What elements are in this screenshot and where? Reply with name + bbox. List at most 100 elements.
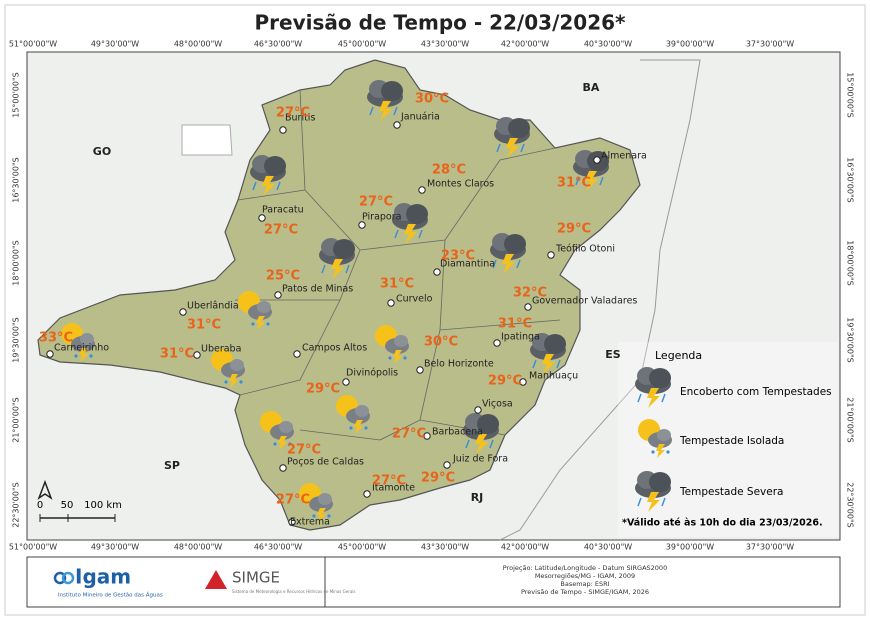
city-marker [433, 268, 441, 276]
temperature-label: 33°C [39, 331, 73, 346]
city-label: Divinópolis [346, 368, 398, 379]
latitude-label: 21°00'00"S [846, 397, 855, 443]
longitude-label: 37°30'00"W [746, 543, 794, 552]
temperature-label: 25°C [266, 269, 300, 284]
temperature-label: 31°C [557, 176, 591, 191]
legend-item: Tempestade Severa [679, 486, 783, 498]
temperature-label: 27°C [276, 106, 310, 121]
latitude-label: 16°30'00"S [12, 157, 21, 203]
temperature-label: 27°C [392, 427, 426, 442]
igam-logo-icon [53, 571, 75, 585]
map-layer: 51°00'00"W 49°30'00"W 48°00'00"W 46°30'00"W… [9, 40, 855, 552]
longitude-label: 37°30'00"W [746, 40, 794, 49]
temperature-label: 29°C [488, 374, 522, 389]
city-marker [279, 464, 287, 472]
longitude-label: 40°30'00"W [584, 40, 632, 49]
city-label: Pirapora [362, 212, 401, 223]
longitude-label: 48°00'00"W [174, 40, 222, 49]
latitude-label: 18°00'00"S [846, 240, 855, 286]
temperature-label: 27°C [276, 493, 310, 508]
city-label: Poços de Caldas [287, 457, 364, 468]
city-label: Itamonte [372, 483, 415, 494]
city-label: Extrema [290, 517, 330, 528]
scale-label: 50 [61, 500, 74, 511]
city-marker [393, 121, 401, 129]
city-label: Curvelo [396, 294, 433, 305]
legend-title: Legenda [655, 349, 702, 362]
city-marker [524, 303, 532, 311]
scale-label: 0 [37, 500, 43, 511]
longitude-label: 51°00'00"W [9, 543, 57, 552]
longitude-label: 49°30'00"W [91, 543, 139, 552]
state-label: BA [583, 81, 600, 94]
city-marker [387, 299, 395, 307]
longitude-label: 46°30'00"W [254, 40, 302, 49]
city-label: Carneirinho [54, 343, 109, 354]
scale-label: 100 km [84, 500, 122, 511]
city-label: Montes Claros [427, 179, 494, 190]
minas-gerais [37, 59, 641, 531]
longitude-label: 40°30'00"W [584, 543, 632, 552]
longitude-label: 43°30'00"W [421, 40, 469, 49]
city-marker [258, 214, 266, 222]
city-label: Uberlândia [187, 301, 239, 312]
longitude-label: 39°00'00"W [666, 543, 714, 552]
temperature-label: 31°C [187, 318, 221, 333]
temperature-label: 23°C [441, 249, 475, 264]
latitude-label: 21°00'00"S [12, 397, 21, 443]
latitude-label: 19°30'00"S [12, 317, 21, 363]
latitude-label: 22°30'00"S [846, 482, 855, 528]
city-marker [274, 291, 282, 299]
temperature-label: 32°C [513, 286, 547, 301]
city-label: Januária [400, 112, 440, 123]
igam-subtitle: Instituto Mineiro de Gestão das Águas [58, 592, 163, 599]
city-label: Almenara [601, 151, 647, 162]
longitude-label: 48°00'00"W [174, 543, 222, 552]
scale-bar [39, 514, 116, 522]
temperature-label: 27°C [264, 223, 298, 238]
temperature-label: 31°C [160, 347, 194, 362]
simge-logo: SIMGE [232, 569, 280, 587]
city-label: Ipatinga [501, 332, 540, 343]
temperature-label: 30°C [424, 335, 458, 350]
map-title: Previsão de Tempo - 22/03/2026* [255, 11, 627, 35]
city-marker [474, 406, 482, 414]
city-label: Teófilo Otoni [555, 244, 615, 255]
credit-line: Previsão de Tempo - SIMGE/IGAM, 2026 [521, 588, 649, 596]
city-label: Juiz de Fora [452, 454, 508, 465]
longitude-label: 45°00'00"W [338, 543, 386, 552]
city-label: Buritis [285, 113, 315, 124]
city-marker [423, 432, 431, 440]
city-label: Paracatu [262, 205, 304, 216]
city-marker [288, 518, 296, 526]
city-marker [358, 221, 366, 229]
latitude-label: 15°00'00"S [846, 72, 855, 118]
city-marker [547, 251, 555, 259]
longitude-label: 45°00'00"W [338, 40, 386, 49]
city-marker [443, 461, 451, 469]
latitude-label: 15°00'00"S [12, 72, 21, 118]
city-label: Belo Horizonte [424, 359, 494, 370]
city-marker [193, 351, 201, 359]
region-borders [235, 89, 561, 441]
state-label: SP [164, 459, 180, 472]
footer-box [26, 556, 841, 608]
latitude-label: 19°30'00"S [846, 317, 855, 363]
simge-logo-icon [205, 570, 227, 589]
temperature-label: 29°C [306, 382, 340, 397]
latitude-label: 22°30'00"S [12, 482, 21, 528]
longitude-label: 49°30'00"W [91, 40, 139, 49]
credit-line: Mesorregiões/MG - IGAM, 2009 [535, 572, 635, 580]
city-label: Campos Altos [302, 343, 367, 354]
city-marker [179, 308, 187, 316]
longitude-label: 43°30'00"W [421, 543, 469, 552]
north-arrow [37, 479, 53, 500]
state-label: RJ [471, 491, 484, 504]
temperature-label: 29°C [557, 222, 591, 237]
longitude-label: 51°00'00"W [9, 40, 57, 49]
longitude-label: 39°00'00"W [666, 40, 714, 49]
city-label: Viçosa [482, 399, 513, 410]
temperature-label: 30°C [415, 92, 449, 107]
temperature-label: 27°C [372, 474, 406, 489]
legend-item: Encoberto com Tempestades [680, 386, 832, 398]
